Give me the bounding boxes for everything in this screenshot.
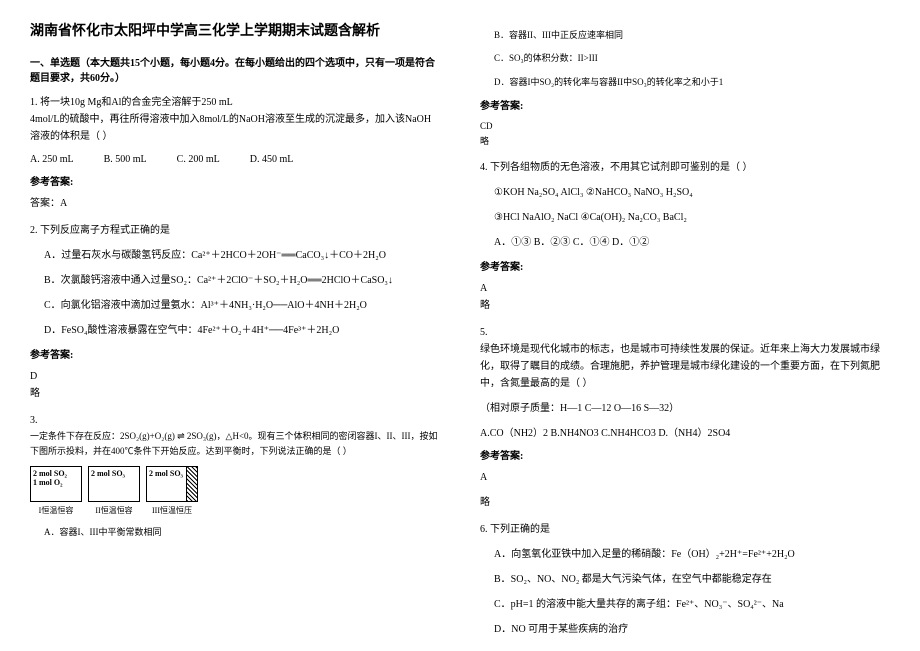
document-title: 湖南省怀化市太阳坪中学高三化学上学期期末试题含解析	[30, 20, 440, 40]
section-header: 一、单选题（本大题共15个小题，每小题4分。在每小题给出的四个选项中，只有一项是…	[30, 54, 440, 84]
question-2: 2. 下列反应离子方程式正确的是 A．过量石灰水与碳酸氢钙反应：Ca²⁺＋2HC…	[30, 222, 440, 402]
q3-diagram: 2 mol SO₂ 1 mol O₂ I恒温恒容 2 mol SO₃ II恒温恒…	[30, 466, 440, 518]
vessel-3: 2 mol SO₃	[146, 466, 198, 502]
q3-choice-b: B．容器II、III中正反应速率相同	[480, 28, 890, 43]
vessel-1-caption: I恒温恒容	[30, 504, 82, 518]
piston-icon	[186, 466, 198, 502]
vessel-1-label: 2 mol SO₂ 1 mol O₂	[33, 469, 67, 488]
q5-stem: 绿色环境是现代化城市的标志，也是城市可持续性发展的保证。近年来上海大力发展城市绿…	[480, 341, 890, 392]
q2-stem: 2. 下列反应离子方程式正确的是	[30, 222, 440, 239]
q1-choice-c: C. 200 mL	[177, 151, 220, 168]
q4-answer: A	[480, 280, 890, 297]
q4-answer-label: 参考答案:	[480, 259, 890, 276]
vessel-2-wrap: 2 mol SO₃ II恒温恒容	[88, 466, 140, 518]
q5-note: 略	[480, 494, 890, 511]
question-5: 5. 绿色环境是现代化城市的标志，也是城市可持续性发展的保证。近年来上海大力发展…	[480, 324, 890, 511]
q1-choice-d: D. 450 mL	[250, 151, 294, 168]
q3-answer-label: 参考答案:	[480, 98, 890, 115]
q3-stem: 一定条件下存在反应：2SO₂(g)+O₂(g) ⇌ 2SO₃(g)，△H<0。现…	[30, 429, 440, 460]
q6-choice-b: B．SO₂、NO、NO₂ 都是大气污染气体，在空气中都能稳定存在	[480, 571, 890, 588]
vessel-1-line2: 1 mol O₂	[33, 478, 63, 487]
vessel-2-label: 2 mol SO₃	[91, 469, 125, 479]
q3-number: 3.	[30, 412, 440, 429]
question-6: 6. 下列正确的是 A．向氢氧化亚铁中加入足量的稀硝酸：Fe（OH）₂+2H⁺=…	[480, 521, 890, 638]
q5-mass: （相对原子质量：H—1 C—12 O—16 S—32）	[480, 400, 890, 417]
question-3-cont: B．容器II、III中正反应速率相同 C．SO₃的体积分数：II>III D．容…	[480, 28, 890, 149]
left-column: 湖南省怀化市太阳坪中学高三化学上学期期末试题含解析 一、单选题（本大题共15个小…	[30, 20, 440, 631]
q2-answer-label: 参考答案:	[30, 347, 440, 364]
q1-stem-2: 4mol/L的硫酸中，再往所得溶液中加入8mol/L的NaOH溶液至生成的沉淀最…	[30, 111, 440, 145]
q4-stem: 4. 下列各组物质的无色溶液，不用其它试剂即可鉴别的是（ ）	[480, 159, 890, 176]
q2-choice-c: C．向氯化铝溶液中滴加过量氨水：Al³⁺＋4NH₃·H₂O──AlO＋4NH＋2…	[30, 297, 440, 314]
q4-choices: A．①③ B．②③ C．①④ D．①②	[480, 234, 890, 251]
q6-choice-d: D．NO 可用于某些疾病的治疗	[480, 621, 890, 638]
q2-choice-d: D．FeSO₄酸性溶液暴露在空气中：4Fe²⁺＋O₂＋4H⁺──4Fe³⁺＋2H…	[30, 322, 440, 339]
q3-note: 略	[480, 134, 890, 149]
question-1: 1. 将一块10g Mg和Al的合金完全溶解于250 mL 4mol/L的硫酸中…	[30, 94, 440, 212]
vessel-1-wrap: 2 mol SO₂ 1 mol O₂ I恒温恒容	[30, 466, 82, 518]
q4-note: 略	[480, 297, 890, 314]
q1-answer-label: 参考答案:	[30, 174, 440, 191]
q1-answer: 答案：A	[30, 195, 440, 212]
vessel-3-label: 2 mol SO₃	[149, 469, 183, 479]
q2-choice-a: A．过量石灰水与碳酸氢钙反应：Ca²⁺＋2HCO＋2OH⁻══CaCO₃↓＋CO…	[30, 247, 440, 264]
vessel-3-caption: III恒温恒压	[146, 504, 198, 518]
q5-answer-label: 参考答案:	[480, 448, 890, 465]
q1-choice-a: A. 250 mL	[30, 151, 74, 168]
q5-choices: A.CO（NH2）2 B.NH4NO3 C.NH4HCO3 D.（NH4）2SO…	[480, 425, 890, 442]
exam-page: 湖南省怀化市太阳坪中学高三化学上学期期末试题含解析 一、单选题（本大题共15个小…	[0, 0, 920, 651]
q3-answer: CD	[480, 119, 890, 134]
q4-group-2: ③HCl NaAlO₂ NaCl ④Ca(OH)₂ Na₂CO₃ BaCl₂	[480, 209, 890, 226]
q6-choice-a: A．向氢氧化亚铁中加入足量的稀硝酸：Fe（OH）₂+2H⁺=Fe²⁺+2H₂O	[480, 546, 890, 563]
q1-choice-b: B. 500 mL	[104, 151, 147, 168]
q1-choices: A. 250 mL B. 500 mL C. 200 mL D. 450 mL	[30, 151, 440, 168]
q1-stem-1: 1. 将一块10g Mg和Al的合金完全溶解于250 mL	[30, 94, 440, 111]
q6-choice-c: C．pH=1 的溶液中能大量共存的离子组：Fe²⁺、NO₃⁻、SO₄²⁻、Na	[480, 596, 890, 613]
vessel-3-wrap: 2 mol SO₃ III恒温恒压	[146, 466, 198, 518]
q5-number: 5.	[480, 324, 890, 341]
vessel-2: 2 mol SO₃	[88, 466, 140, 502]
q2-choice-b: B．次氯酸钙溶液中通入过量SO₂：Ca²⁺＋2ClO⁻＋SO₂＋H₂O══2HC…	[30, 272, 440, 289]
q3-choice-d: D．容器I中SO₂的转化率与容器II中SO₃的转化率之和小于1	[480, 75, 890, 90]
q2-answer: D	[30, 368, 440, 385]
q2-note: 略	[30, 385, 440, 402]
vessel-2-caption: II恒温恒容	[88, 504, 140, 518]
question-3: 3. 一定条件下存在反应：2SO₂(g)+O₂(g) ⇌ 2SO₃(g)，△H<…	[30, 412, 440, 540]
vessel-1-line1: 2 mol SO₂	[33, 469, 67, 478]
right-column: B．容器II、III中正反应速率相同 C．SO₃的体积分数：II>III D．容…	[480, 20, 890, 631]
q3-choice-c: C．SO₃的体积分数：II>III	[480, 51, 890, 66]
vessel-1: 2 mol SO₂ 1 mol O₂	[30, 466, 82, 502]
q3-choice-a: A．容器I、III中平衡常数相同	[30, 525, 440, 540]
q6-stem: 6. 下列正确的是	[480, 521, 890, 538]
q5-answer: A	[480, 469, 890, 486]
q4-group-1: ①KOH Na₂SO₄ AlCl₃ ②NaHCO₃ NaNO₃ H₂SO₄	[480, 184, 890, 201]
question-4: 4. 下列各组物质的无色溶液，不用其它试剂即可鉴别的是（ ） ①KOH Na₂S…	[480, 159, 890, 314]
